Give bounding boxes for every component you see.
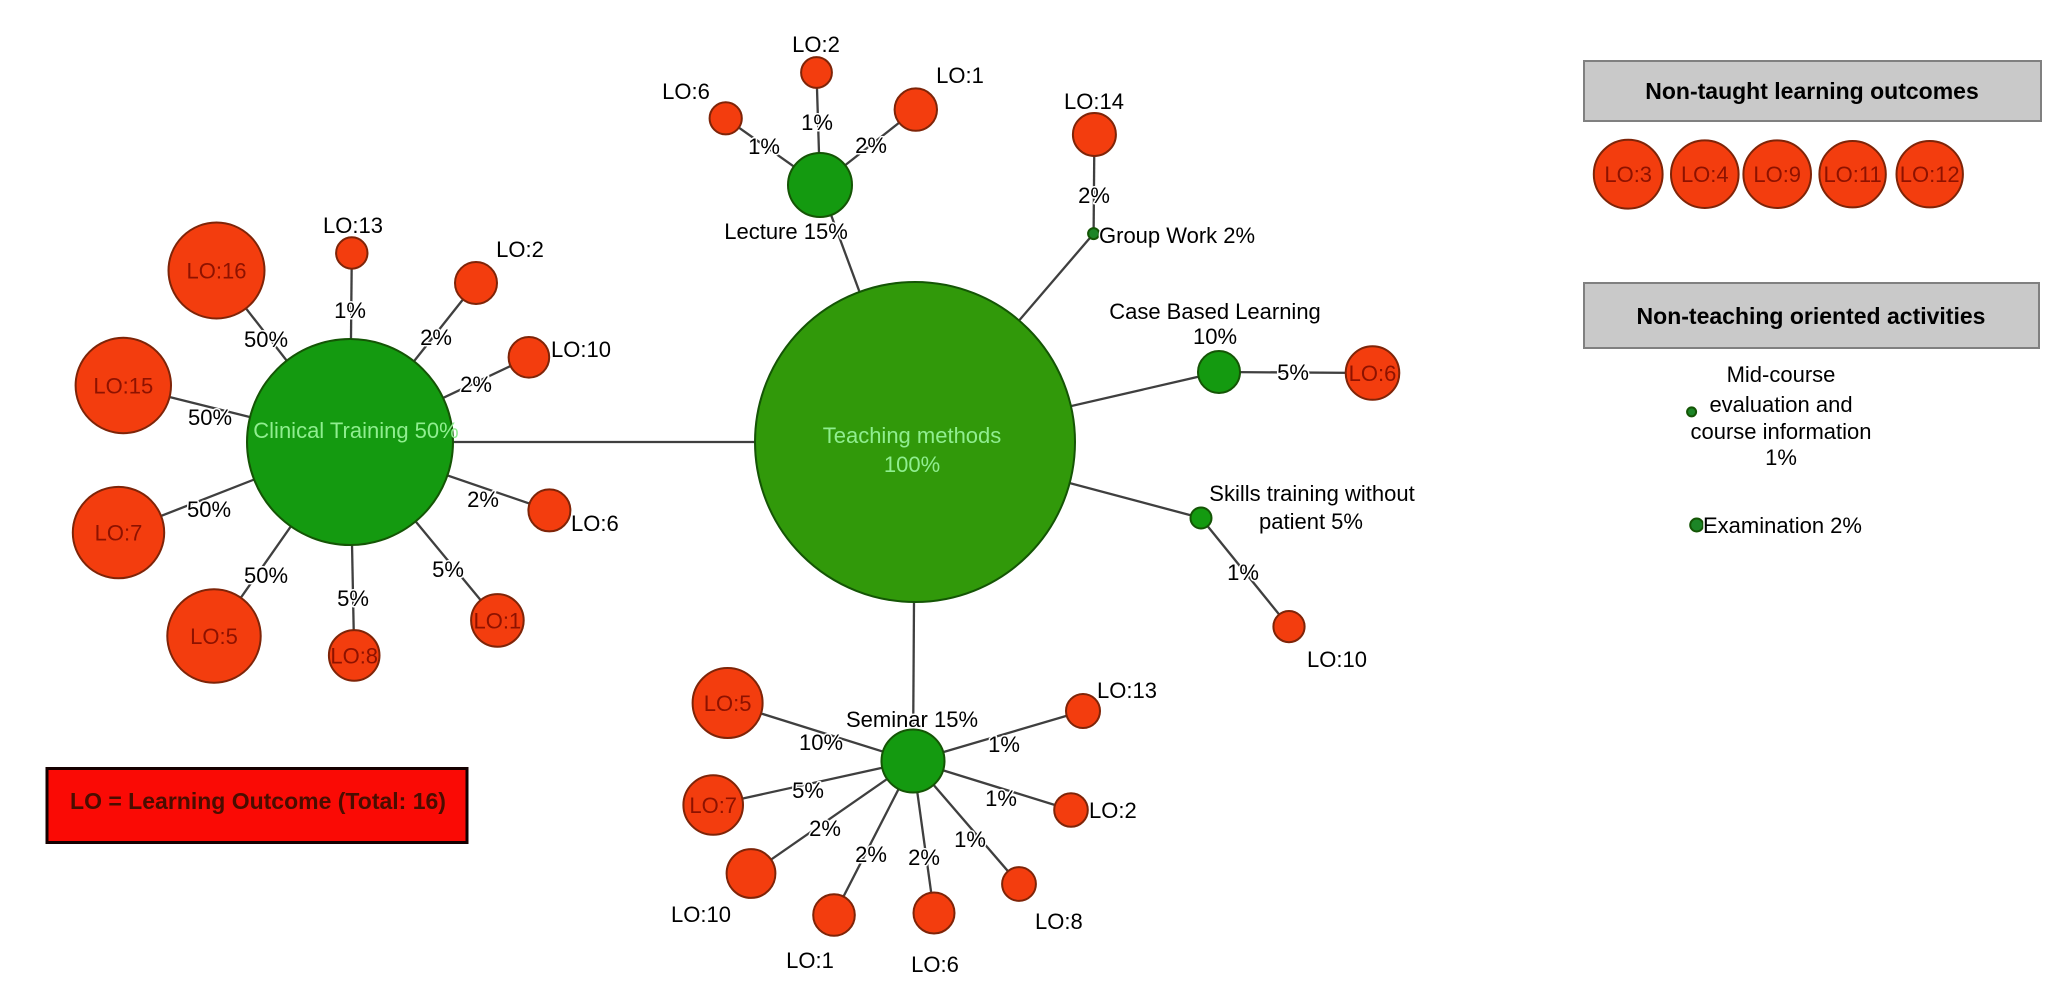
svg-text:2%: 2%	[467, 487, 499, 512]
svg-text:LO:5: LO:5	[704, 691, 752, 716]
svg-text:LO:8: LO:8	[1035, 909, 1083, 934]
svg-text:Examination 2%: Examination 2%	[1703, 513, 1862, 538]
svg-text:LO:12: LO:12	[1900, 162, 1960, 187]
svg-text:LO:15: LO:15	[93, 374, 153, 399]
svg-text:Non-taught learning outcomes: Non-taught learning outcomes	[1645, 78, 1979, 104]
svg-text:LO:14: LO:14	[1064, 89, 1124, 114]
svg-text:5%: 5%	[792, 778, 824, 803]
svg-text:Teaching methods: Teaching methods	[823, 423, 1002, 448]
svg-text:LO:6: LO:6	[662, 79, 710, 104]
svg-text:patient 5%: patient 5%	[1259, 509, 1363, 534]
svg-text:10%: 10%	[1193, 324, 1237, 349]
svg-text:50%: 50%	[244, 563, 288, 588]
svg-text:LO:11: LO:11	[1823, 162, 1881, 187]
svg-text:LO:5: LO:5	[190, 624, 238, 649]
svg-text:100%: 100%	[884, 452, 940, 477]
svg-text:LO:7: LO:7	[689, 793, 737, 818]
svg-text:LO:1: LO:1	[936, 63, 984, 88]
svg-text:2%: 2%	[420, 325, 452, 350]
svg-text:LO:8: LO:8	[330, 643, 378, 668]
svg-text:Skills training without: Skills training without	[1209, 481, 1414, 506]
svg-text:50%: 50%	[244, 327, 288, 352]
svg-text:1%: 1%	[985, 786, 1017, 811]
svg-text:LO:2: LO:2	[792, 32, 840, 57]
svg-text:LO:16: LO:16	[187, 259, 247, 284]
svg-text:2%: 2%	[460, 372, 492, 397]
svg-text:LO:2: LO:2	[496, 237, 544, 262]
svg-text:10%: 10%	[799, 730, 843, 755]
svg-text:5%: 5%	[432, 557, 464, 582]
svg-text:1%: 1%	[334, 298, 366, 323]
svg-text:2%: 2%	[855, 133, 887, 158]
svg-text:LO:2: LO:2	[1089, 798, 1137, 823]
svg-text:LO:1: LO:1	[474, 608, 522, 633]
svg-text:LO:13: LO:13	[1097, 678, 1157, 703]
svg-text:1%: 1%	[988, 732, 1020, 757]
svg-text:LO:9: LO:9	[1753, 162, 1801, 187]
svg-text:Seminar 15%: Seminar 15%	[846, 707, 978, 732]
svg-text:LO:1: LO:1	[786, 948, 834, 973]
svg-text:1%: 1%	[1765, 445, 1797, 470]
svg-text:Case Based Learning: Case Based Learning	[1109, 299, 1321, 324]
svg-text:LO = Learning Outcome (Total:: LO = Learning Outcome (Total: 16)	[70, 788, 446, 814]
svg-text:50%: 50%	[188, 405, 232, 430]
svg-text:LO:13: LO:13	[323, 213, 383, 238]
svg-text:1%: 1%	[748, 134, 780, 159]
svg-text:LO:6: LO:6	[1349, 361, 1397, 386]
svg-text:1%: 1%	[801, 110, 833, 135]
svg-text:5%: 5%	[1277, 360, 1309, 385]
svg-text:LO:6: LO:6	[911, 952, 959, 977]
svg-text:Mid-course: Mid-course	[1727, 362, 1836, 387]
svg-text:LO:10: LO:10	[551, 337, 611, 362]
svg-text:LO:10: LO:10	[1307, 647, 1367, 672]
svg-text:Lecture 15%: Lecture 15%	[724, 219, 848, 244]
svg-text:LO:3: LO:3	[1604, 162, 1652, 187]
svg-text:evaluation and: evaluation and	[1709, 392, 1852, 417]
svg-text:Clinical Training 50%: Clinical Training 50%	[253, 418, 458, 443]
svg-text:course information: course information	[1691, 419, 1872, 444]
svg-text:2%: 2%	[809, 816, 841, 841]
svg-text:Group Work 2%: Group Work 2%	[1099, 223, 1255, 248]
svg-text:2%: 2%	[855, 842, 887, 867]
svg-text:LO:7: LO:7	[95, 521, 143, 546]
svg-text:LO:10: LO:10	[671, 902, 731, 927]
svg-text:1%: 1%	[954, 827, 986, 852]
svg-text:5%: 5%	[337, 586, 369, 611]
svg-text:2%: 2%	[1078, 183, 1110, 208]
svg-text:Non-teaching oriented activiti: Non-teaching oriented activities	[1637, 303, 1986, 329]
svg-text:LO:6: LO:6	[571, 511, 619, 536]
svg-text:1%: 1%	[1227, 560, 1259, 585]
svg-text:LO:4: LO:4	[1681, 162, 1729, 187]
svg-text:50%: 50%	[187, 497, 231, 522]
svg-text:2%: 2%	[908, 845, 940, 870]
